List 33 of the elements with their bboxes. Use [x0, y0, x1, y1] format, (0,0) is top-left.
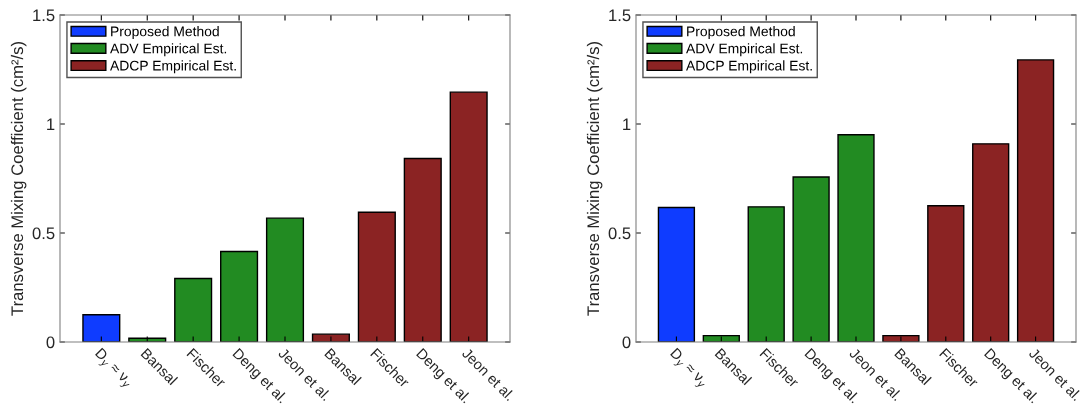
bar — [311, 333, 350, 342]
bar — [265, 217, 305, 342]
bar — [82, 314, 121, 342]
y-tick-label: 0.5 — [32, 227, 55, 240]
x-tick-label: D$_{y}$ ≈ ν$_{y}$ — [666, 347, 710, 391]
bar — [837, 133, 875, 342]
y-tick-label: 0 — [622, 336, 631, 349]
bar — [403, 157, 442, 342]
bar — [357, 211, 396, 342]
y-tick-label: 1.5 — [33, 9, 55, 22]
legend-label: ADCP Empirical Est. — [110, 60, 236, 74]
y-tick-label: 0 — [46, 336, 55, 349]
y-tick-label: 0.5 — [608, 227, 631, 240]
legend-label: ADCP Empirical Est. — [686, 60, 812, 74]
legend-label: Proposed Method — [111, 26, 219, 40]
legend-label: ADV Empirical Est. — [686, 43, 803, 57]
y-axis-title: Transverse Mixing Coefficient (cm²/s) — [586, 41, 603, 316]
bar — [174, 277, 213, 342]
bar — [792, 176, 830, 342]
bar — [927, 205, 965, 342]
bar — [972, 143, 1010, 342]
bar — [657, 206, 696, 342]
x-tick-label: D$_{y}$ ≈ ν$_{y}$ — [91, 347, 135, 391]
y-axis-title: Transverse Mixing Coefficient (cm²/s) — [10, 41, 27, 316]
bar — [449, 91, 488, 342]
legend-label: ADV Empirical Est. — [110, 43, 227, 57]
y-tick-label: 1 — [47, 118, 55, 131]
bar — [1016, 59, 1055, 342]
legend-label: Proposed Method — [687, 26, 795, 40]
y-tick-label: 1 — [623, 118, 631, 131]
bar — [747, 206, 785, 342]
y-tick-label: 1.5 — [609, 9, 631, 22]
bar — [220, 250, 259, 342]
